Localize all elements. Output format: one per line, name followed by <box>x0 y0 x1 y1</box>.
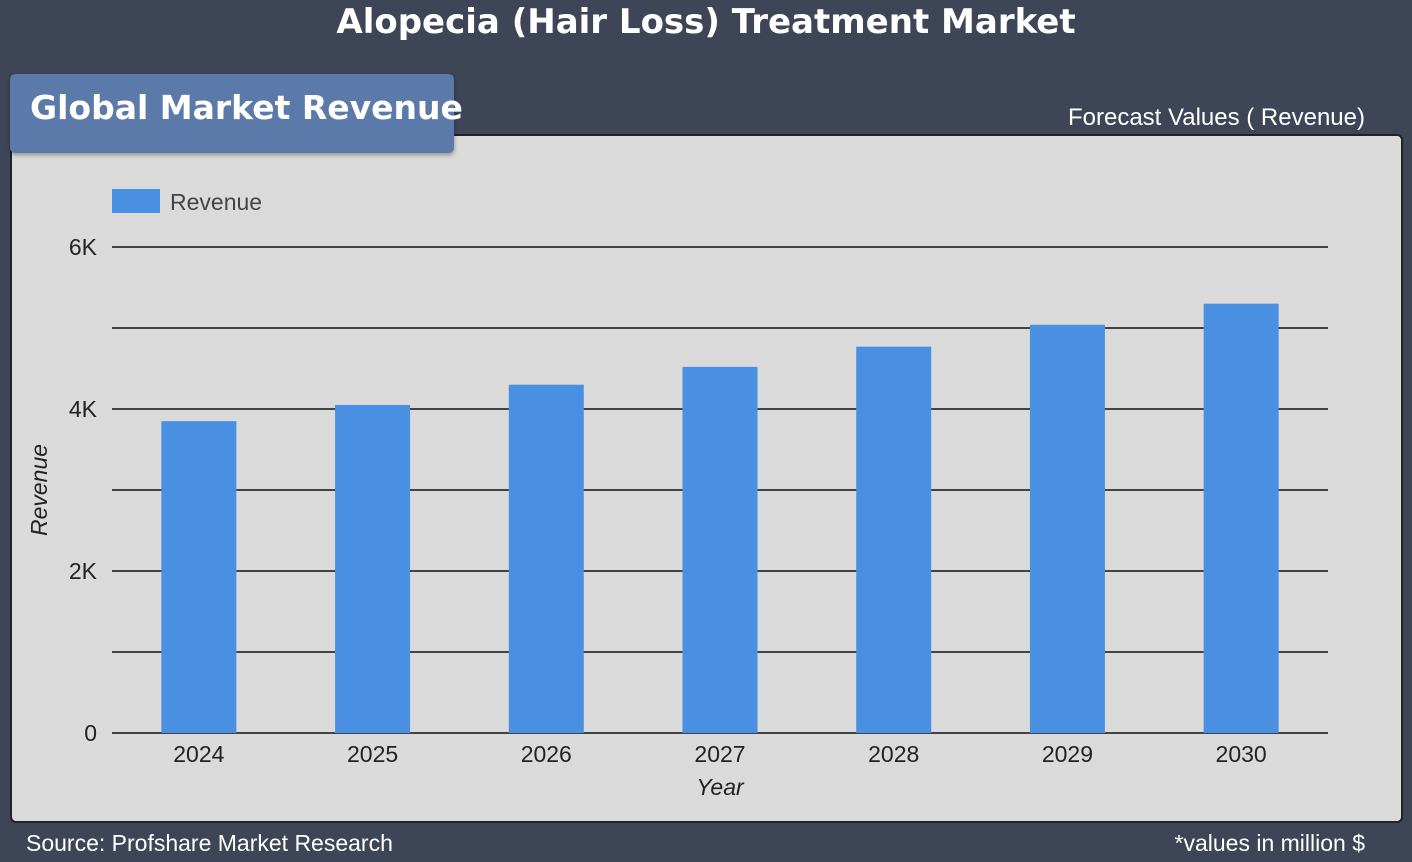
x-tick-label-2028: 2028 <box>868 741 919 767</box>
bar-2028 <box>856 346 932 733</box>
legend-swatch <box>112 189 160 213</box>
x-tick-label-2026: 2026 <box>521 741 572 767</box>
legend-label: Revenue <box>170 189 262 215</box>
bar-2030 <box>1203 303 1279 733</box>
x-tick-label-2027: 2027 <box>694 741 745 767</box>
legend: Revenue <box>112 189 262 215</box>
units-note: *values in million $ <box>1174 830 1365 856</box>
forecast-subtitle: Forecast Values ( Revenue) <box>1067 104 1365 131</box>
y-axis-title: Revenue <box>26 444 52 536</box>
x-axis-ticks: 2024 2025 2026 2027 2028 2029 2030 <box>173 741 1266 767</box>
source-note: Source: Profshare Market Research <box>26 830 393 856</box>
bar-2027 <box>682 366 758 733</box>
x-tick-label-2030: 2030 <box>1216 741 1267 767</box>
bar-2025 <box>335 404 411 733</box>
bars <box>161 303 1279 733</box>
y-axis-ticks: 0 2K 4K 6K <box>69 234 98 746</box>
y-tick-label-3: 6K <box>69 234 98 260</box>
y-tick-label-1: 2K <box>69 558 98 584</box>
y-tick-label-0: 0 <box>84 720 97 746</box>
bar-2026 <box>508 384 584 733</box>
x-tick-label-2025: 2025 <box>347 741 398 767</box>
y-tick-label-2: 4K <box>69 396 98 422</box>
global-market-revenue-tab: Global Market Revenue <box>10 74 463 153</box>
x-tick-label-2029: 2029 <box>1042 741 1093 767</box>
bar-2029 <box>1029 324 1105 733</box>
gridlines <box>112 246 1328 734</box>
tab-label: Global Market Revenue <box>30 88 463 127</box>
x-tick-label-2024: 2024 <box>173 741 224 767</box>
bar-2024 <box>161 421 237 733</box>
x-axis-title: Year <box>696 774 745 800</box>
page-title: Alopecia (Hair Loss) Treatment Market <box>336 2 1076 42</box>
